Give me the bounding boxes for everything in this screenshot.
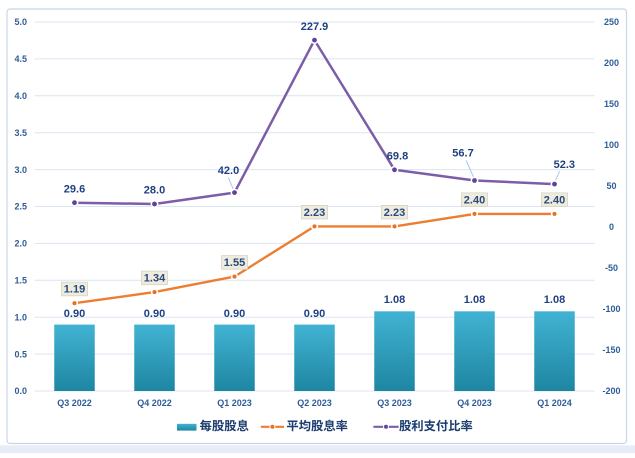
- svg-text:2.40: 2.40: [464, 194, 485, 206]
- svg-text:0.90: 0.90: [64, 308, 85, 320]
- svg-text:-150: -150: [602, 345, 620, 355]
- svg-text:-200: -200: [602, 386, 620, 396]
- svg-text:Q4 2022: Q4 2022: [137, 398, 172, 408]
- svg-text:42.0: 42.0: [218, 165, 239, 177]
- svg-text:69.8: 69.8: [387, 151, 408, 163]
- svg-text:0.0: 0.0: [14, 386, 27, 396]
- svg-text:1.0: 1.0: [14, 312, 27, 322]
- svg-text:1.34: 1.34: [144, 273, 166, 285]
- svg-text:-50: -50: [605, 263, 618, 273]
- svg-text:1.08: 1.08: [384, 294, 405, 306]
- svg-text:0.90: 0.90: [144, 308, 165, 320]
- svg-text:1.5: 1.5: [14, 276, 27, 286]
- svg-text:1.19: 1.19: [64, 284, 85, 296]
- svg-text:Q1 2023: Q1 2023: [217, 398, 252, 408]
- svg-text:3.5: 3.5: [14, 128, 27, 138]
- svg-text:50: 50: [606, 181, 616, 191]
- svg-text:0.5: 0.5: [14, 349, 27, 359]
- svg-text:56.7: 56.7: [452, 147, 473, 159]
- svg-text:1.55: 1.55: [224, 257, 245, 269]
- svg-text:-100: -100: [602, 304, 620, 314]
- svg-text:2.5: 2.5: [14, 202, 27, 212]
- svg-text:2.23: 2.23: [384, 207, 405, 219]
- svg-text:1.08: 1.08: [464, 294, 485, 306]
- svg-text:Q3 2023: Q3 2023: [377, 398, 412, 408]
- svg-text:29.6: 29.6: [64, 183, 85, 195]
- svg-text:4.0: 4.0: [14, 91, 27, 101]
- svg-text:0.90: 0.90: [304, 308, 325, 320]
- svg-text:227.9: 227.9: [301, 21, 329, 33]
- svg-text:Q2 2023: Q2 2023: [297, 398, 332, 408]
- svg-text:Q1 2024: Q1 2024: [537, 398, 572, 408]
- svg-text:3.0: 3.0: [14, 165, 27, 175]
- svg-text:4.5: 4.5: [14, 54, 27, 64]
- svg-text:1.08: 1.08: [544, 294, 565, 306]
- svg-text:Q3 2022: Q3 2022: [57, 398, 92, 408]
- svg-text:0: 0: [609, 222, 614, 232]
- svg-text:2.0: 2.0: [14, 239, 27, 249]
- svg-text:5.0: 5.0: [14, 17, 27, 27]
- svg-text:2.40: 2.40: [544, 194, 565, 206]
- svg-text:250: 250: [604, 17, 619, 27]
- svg-text:0.90: 0.90: [224, 308, 245, 320]
- svg-text:100: 100: [604, 140, 619, 150]
- svg-text:Q4 2023: Q4 2023: [457, 398, 492, 408]
- svg-text:2.23: 2.23: [304, 207, 325, 219]
- svg-text:28.0: 28.0: [144, 185, 165, 197]
- svg-text:200: 200: [604, 58, 619, 68]
- svg-text:150: 150: [604, 99, 619, 109]
- svg-text:52.3: 52.3: [554, 159, 575, 171]
